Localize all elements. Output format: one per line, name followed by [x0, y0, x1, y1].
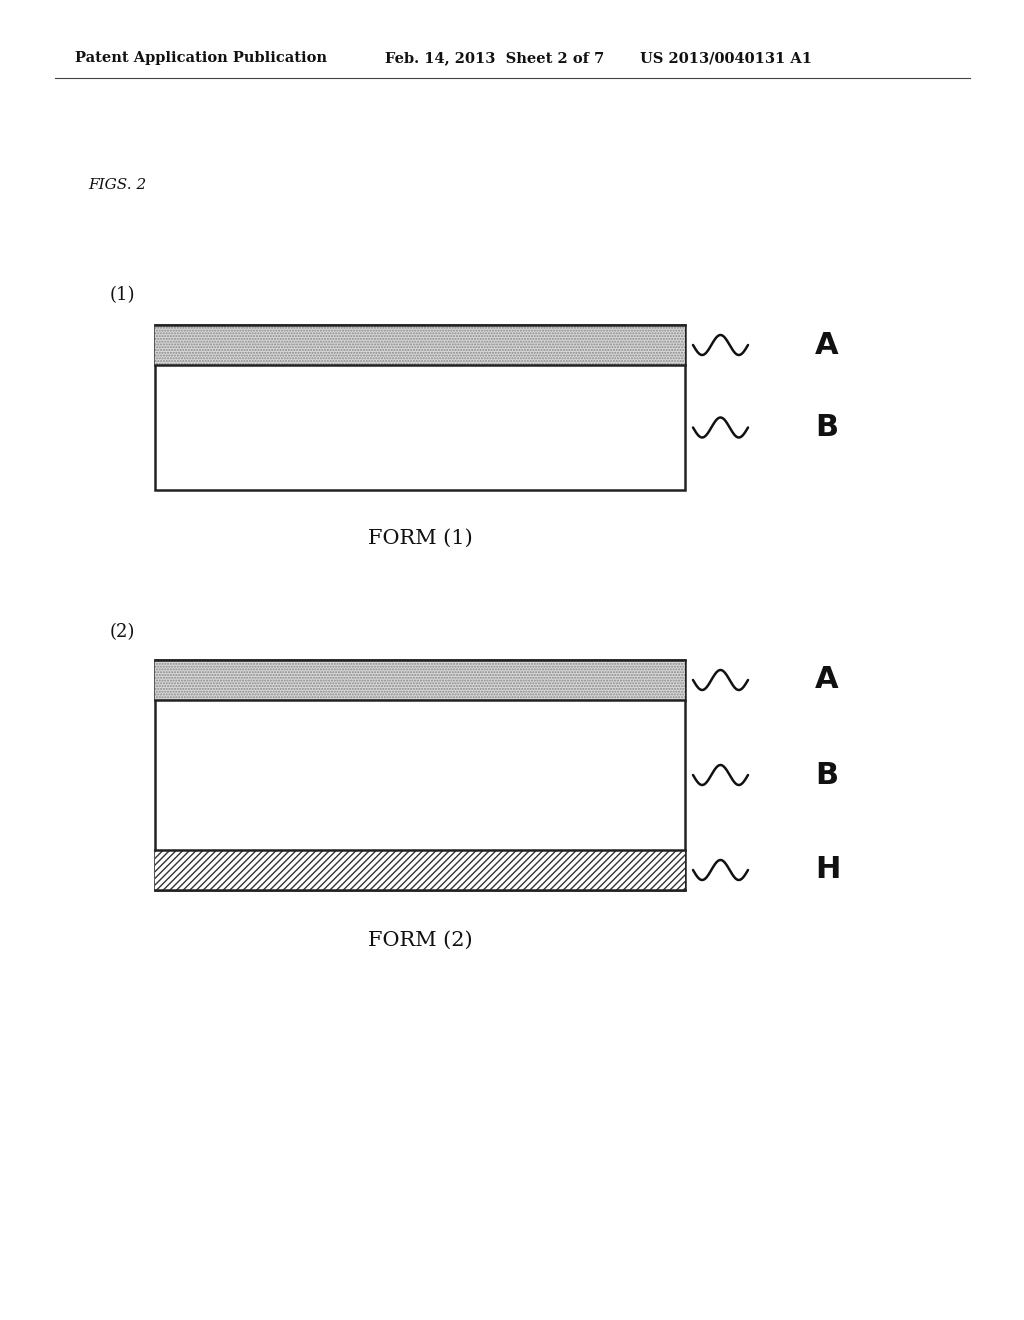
Text: (1): (1) — [110, 286, 135, 304]
Bar — [155, 660, 685, 700]
Text: US 2013/0040131 A1: US 2013/0040131 A1 — [640, 51, 812, 65]
Text: FIGS. 2: FIGS. 2 — [88, 178, 146, 191]
Text: Patent Application Publication: Patent Application Publication — [75, 51, 327, 65]
Text: A: A — [815, 330, 839, 359]
Bar — [155, 325, 685, 366]
Text: Feb. 14, 2013  Sheet 2 of 7: Feb. 14, 2013 Sheet 2 of 7 — [385, 51, 604, 65]
Bar — [155, 660, 685, 890]
Text: (2): (2) — [110, 623, 135, 642]
Text: FORM (1): FORM (1) — [368, 528, 472, 548]
Text: FORM (2): FORM (2) — [368, 931, 472, 949]
Bar — [155, 325, 685, 490]
Bar — [155, 850, 685, 890]
Text: H: H — [815, 855, 841, 884]
Text: B: B — [815, 760, 838, 789]
Text: A: A — [815, 665, 839, 694]
Text: B: B — [815, 413, 838, 442]
